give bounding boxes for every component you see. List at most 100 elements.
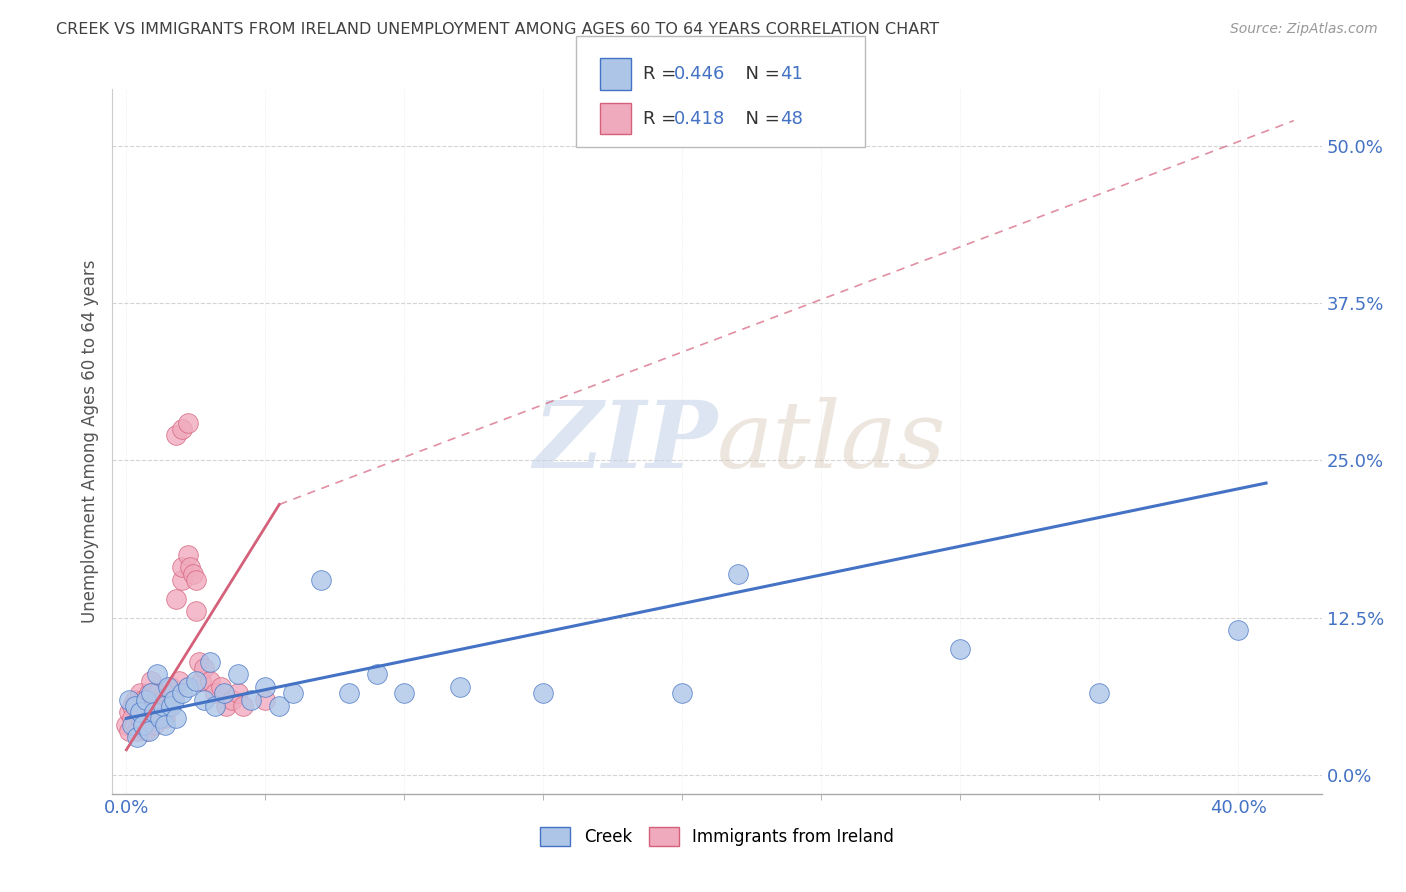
Point <box>269 698 291 713</box>
Point <box>165 591 187 606</box>
Point <box>124 698 146 713</box>
Point <box>176 416 198 430</box>
Point <box>176 680 198 694</box>
Legend: Creek, Immigrants from Ireland: Creek, Immigrants from Ireland <box>534 820 900 853</box>
Point <box>337 686 360 700</box>
Point <box>165 711 187 725</box>
Point <box>143 717 166 731</box>
Point <box>132 717 155 731</box>
Point <box>118 692 141 706</box>
Point <box>155 717 177 731</box>
Point <box>160 698 183 713</box>
Point <box>127 723 149 738</box>
Point <box>167 673 190 688</box>
Point <box>138 698 160 713</box>
Point <box>127 698 149 713</box>
Text: 0.446: 0.446 <box>673 65 725 83</box>
Point <box>138 723 160 738</box>
Point <box>118 705 141 719</box>
Point <box>215 698 238 713</box>
Point <box>127 731 149 745</box>
Point <box>531 686 554 700</box>
Point <box>176 548 198 562</box>
Text: 41: 41 <box>780 65 803 83</box>
Point <box>309 573 332 587</box>
Point <box>162 692 184 706</box>
Point <box>1227 624 1250 638</box>
Point <box>198 655 221 669</box>
Point <box>204 686 226 700</box>
Point <box>671 686 693 700</box>
Point <box>1088 686 1111 700</box>
Point <box>146 686 169 700</box>
Point <box>129 686 152 700</box>
Text: 0.418: 0.418 <box>673 110 724 128</box>
Text: atlas: atlas <box>717 397 946 486</box>
Point <box>135 705 157 719</box>
Point <box>212 686 235 700</box>
Point <box>141 711 163 725</box>
Point <box>170 560 193 574</box>
Point <box>232 698 254 713</box>
Point <box>129 711 152 725</box>
Point <box>394 686 416 700</box>
Point <box>170 573 193 587</box>
Point <box>283 686 305 700</box>
Point <box>135 692 157 706</box>
Point <box>170 686 193 700</box>
Point <box>209 680 232 694</box>
Point <box>143 705 166 719</box>
Point <box>157 680 180 694</box>
Point <box>162 686 184 700</box>
Point <box>124 692 146 706</box>
Point <box>187 655 209 669</box>
Point <box>184 673 207 688</box>
Point <box>132 692 155 706</box>
Point <box>226 667 249 681</box>
Point <box>121 717 143 731</box>
Point <box>157 698 180 713</box>
Point <box>149 711 172 725</box>
Point <box>149 705 172 719</box>
Point <box>727 566 749 581</box>
Text: Source: ZipAtlas.com: Source: ZipAtlas.com <box>1230 22 1378 37</box>
Point <box>165 428 187 442</box>
Point <box>193 692 215 706</box>
Point <box>124 717 146 731</box>
Point <box>949 642 972 657</box>
Point <box>198 673 221 688</box>
Text: R =: R = <box>643 65 682 83</box>
Point <box>146 667 169 681</box>
Point <box>152 692 174 706</box>
Point <box>135 723 157 738</box>
Text: R =: R = <box>643 110 682 128</box>
Point <box>141 673 163 688</box>
Text: 48: 48 <box>780 110 803 128</box>
Point <box>184 573 207 587</box>
Point <box>179 560 201 574</box>
Point <box>118 723 141 738</box>
Point <box>184 604 207 618</box>
Point <box>254 680 277 694</box>
Point <box>190 673 212 688</box>
Text: CREEK VS IMMIGRANTS FROM IRELAND UNEMPLOYMENT AMONG AGES 60 TO 64 YEARS CORRELAT: CREEK VS IMMIGRANTS FROM IRELAND UNEMPLO… <box>56 22 939 37</box>
Point <box>240 692 263 706</box>
Point <box>449 680 471 694</box>
Point <box>204 698 226 713</box>
Point <box>152 698 174 713</box>
Point <box>160 680 183 694</box>
Point <box>170 422 193 436</box>
Point <box>129 705 152 719</box>
Text: N =: N = <box>734 110 786 128</box>
Point <box>121 698 143 713</box>
Point <box>226 686 249 700</box>
Point <box>138 686 160 700</box>
Point <box>193 661 215 675</box>
Point <box>121 711 143 725</box>
Point <box>132 717 155 731</box>
Point <box>254 692 277 706</box>
Point <box>115 717 138 731</box>
Point <box>143 698 166 713</box>
Text: ZIP: ZIP <box>533 397 717 486</box>
Point <box>181 566 204 581</box>
